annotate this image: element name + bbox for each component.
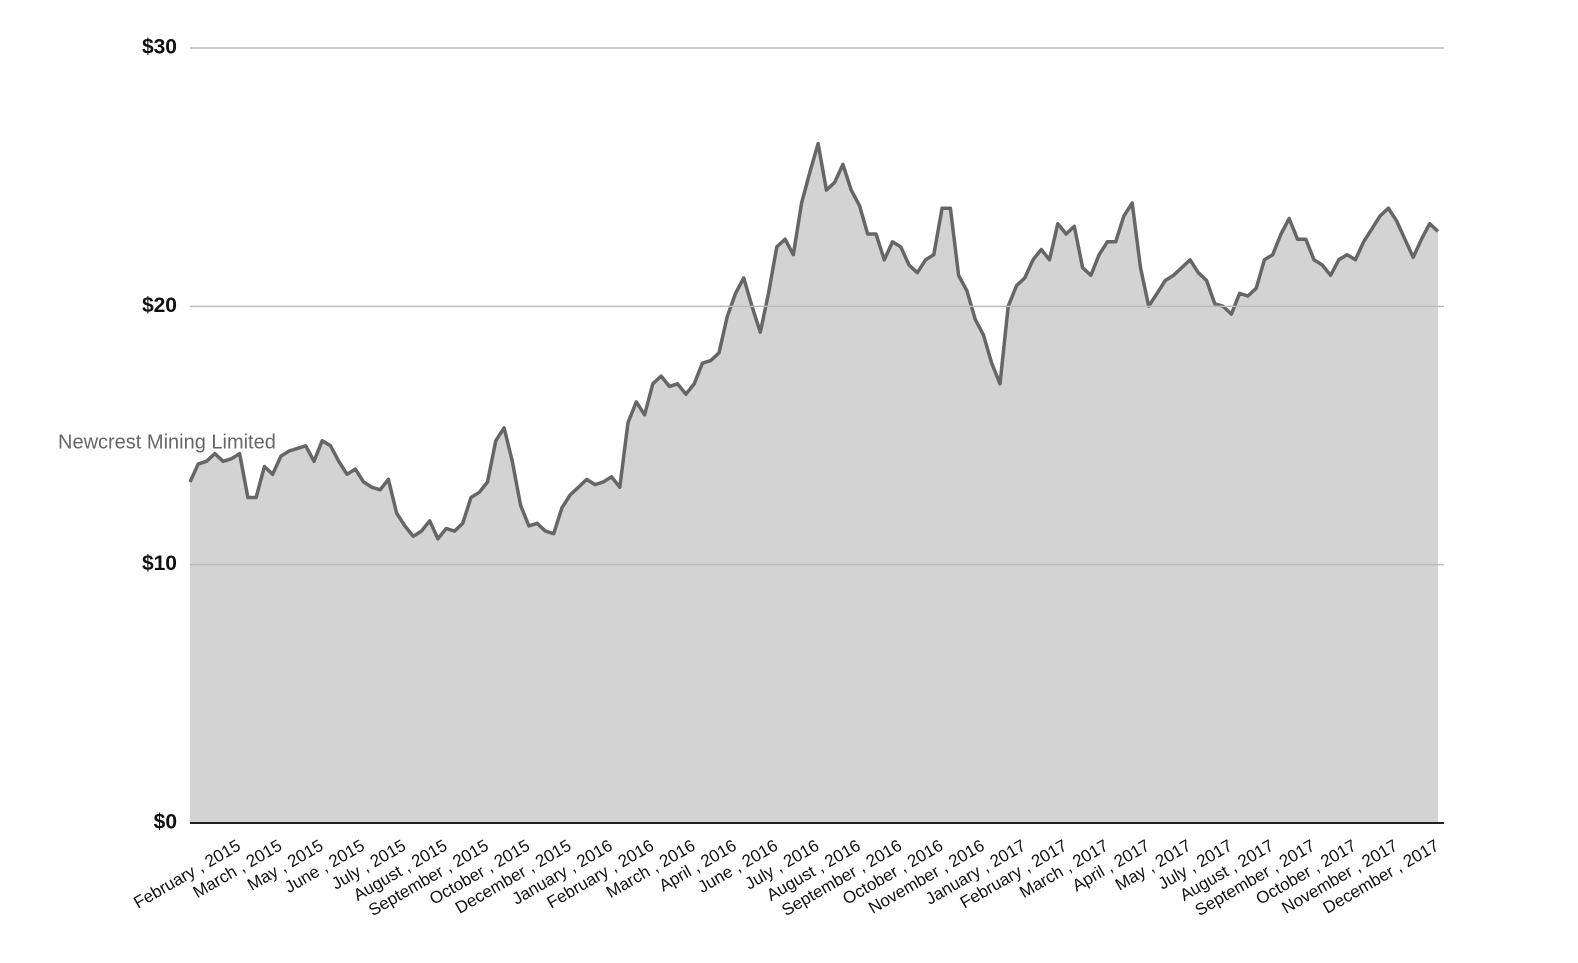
series-label: Newcrest Mining Limited: [58, 431, 276, 453]
area-fill: [190, 143, 1438, 824]
y-tick-label: $20: [142, 294, 177, 317]
y-tick-label: $10: [142, 552, 177, 575]
y-tick-label: $0: [154, 811, 177, 834]
y-tick-label: $30: [142, 36, 177, 59]
area-line: [188, 141, 1440, 541]
